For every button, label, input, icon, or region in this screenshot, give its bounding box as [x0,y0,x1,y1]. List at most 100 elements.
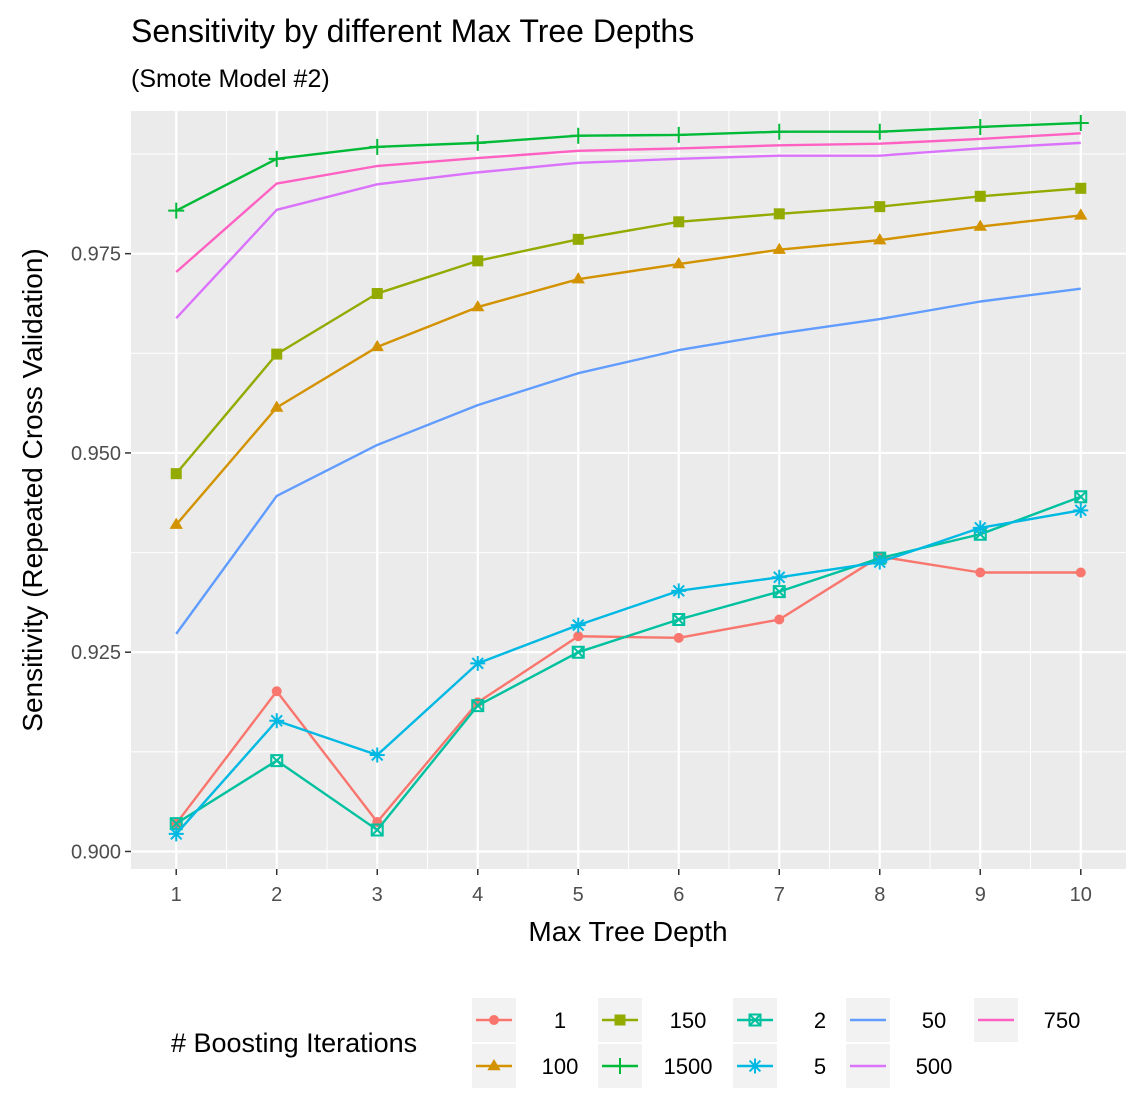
legend-item-100: 100 [472,1044,578,1088]
x-tick-label: 3 [372,884,383,906]
legend-key-marker [614,1014,626,1026]
legend-label: 150 [670,1008,707,1033]
x-tick-label: 2 [271,884,282,906]
data-point [168,202,185,219]
data-point [973,219,987,231]
data-point [169,517,183,529]
legend-item-150: 150 [598,998,706,1042]
data-point [571,272,585,284]
data-point [972,520,988,536]
x-tick-label: 7 [774,884,785,906]
series-150 [170,182,1087,480]
legend-key-marker [489,1015,499,1025]
y-tick-label: 0.900 [71,841,121,863]
series-1500 [168,114,1089,219]
data-point [470,655,486,671]
data-point [671,583,687,599]
data-point [1075,567,1086,578]
legend-item-5: 5 [733,1044,826,1088]
series-line [175,509,1081,835]
y-axis: 0.900 0.925 0.950 0.975 [71,244,131,863]
data-point [570,127,587,144]
data-point [370,339,384,352]
data-point [472,255,484,267]
x-tick-label: 5 [573,884,584,906]
data-point [771,123,788,140]
x-tick-label: 6 [673,884,684,906]
x-axis-title: Max Tree Depth [528,916,727,947]
data-point [471,699,485,713]
x-tick-label: 10 [1070,884,1092,906]
series-line [175,287,1081,635]
legend-label: 1500 [664,1054,713,1079]
data-point [1074,490,1088,504]
series-750 [175,132,1081,273]
data-point [570,617,586,633]
x-tick-label: 8 [874,884,885,906]
legend-label: 100 [542,1054,579,1079]
data-point [168,826,184,842]
data-point [672,257,686,269]
legend-key-marker [487,1059,501,1071]
data-point [271,686,282,697]
series-line [175,121,1081,212]
data-point [469,134,486,151]
legend-item-50: 50 [846,998,946,1042]
data-point [369,747,385,763]
series-50 [175,287,1081,635]
data-point [972,118,989,135]
data-point [371,288,383,300]
data-point [370,823,384,837]
x-tick-label: 4 [472,884,483,906]
data-point [270,754,284,768]
data-point [772,585,786,599]
x-tick-label: 1 [171,884,182,906]
series-line [175,214,1081,526]
y-tick-label: 0.950 [71,443,121,465]
series-line [175,132,1081,273]
data-point [670,126,687,143]
data-point [573,631,584,642]
legend-label: 50 [922,1008,946,1033]
series-100 [169,208,1088,529]
legend-item-1: 1 [472,998,566,1042]
data-point [773,208,785,220]
data-point [974,190,986,202]
legend-item-1500: 1500 [598,1044,712,1088]
data-point [774,614,785,625]
legend-title: # Boosting Iterations [171,1028,417,1058]
data-point [1075,182,1087,194]
data-point [268,150,285,167]
legend-label: 500 [916,1054,953,1079]
data-point [874,201,886,213]
legend-label: 750 [1044,1008,1081,1033]
series-5 [168,502,1089,842]
legend-label: 2 [814,1008,826,1033]
legend-label: 1 [554,1008,566,1033]
legend-key-marker [747,1058,763,1074]
series-line [175,141,1081,320]
grid-minor [131,111,1126,869]
chart-subtitle: (Smote Model #2) [131,65,330,93]
data-point [772,242,786,254]
x-tick-label: 9 [975,884,986,906]
grid-major [131,111,1126,869]
legend-label: 5 [814,1054,826,1079]
y-tick-label: 0.925 [71,642,121,664]
data-point [572,233,584,245]
data-point [1073,502,1089,518]
y-tick-label: 0.975 [71,244,121,266]
data-point [170,468,182,480]
x-axis: 1 2 3 4 5 6 7 8 9 10 [171,869,1092,906]
data-point [1074,208,1088,220]
data-point [871,123,888,140]
data-point [873,233,887,245]
data-point [673,632,684,643]
data-point [872,554,888,570]
data-point [369,138,386,155]
legend-key-marker [748,1013,762,1027]
series-layer [168,114,1089,842]
data-point [571,645,585,659]
legend: # Boosting Iterations 1 100 150 1500 2 5 50 500… [171,998,1080,1088]
data-point [672,613,686,627]
